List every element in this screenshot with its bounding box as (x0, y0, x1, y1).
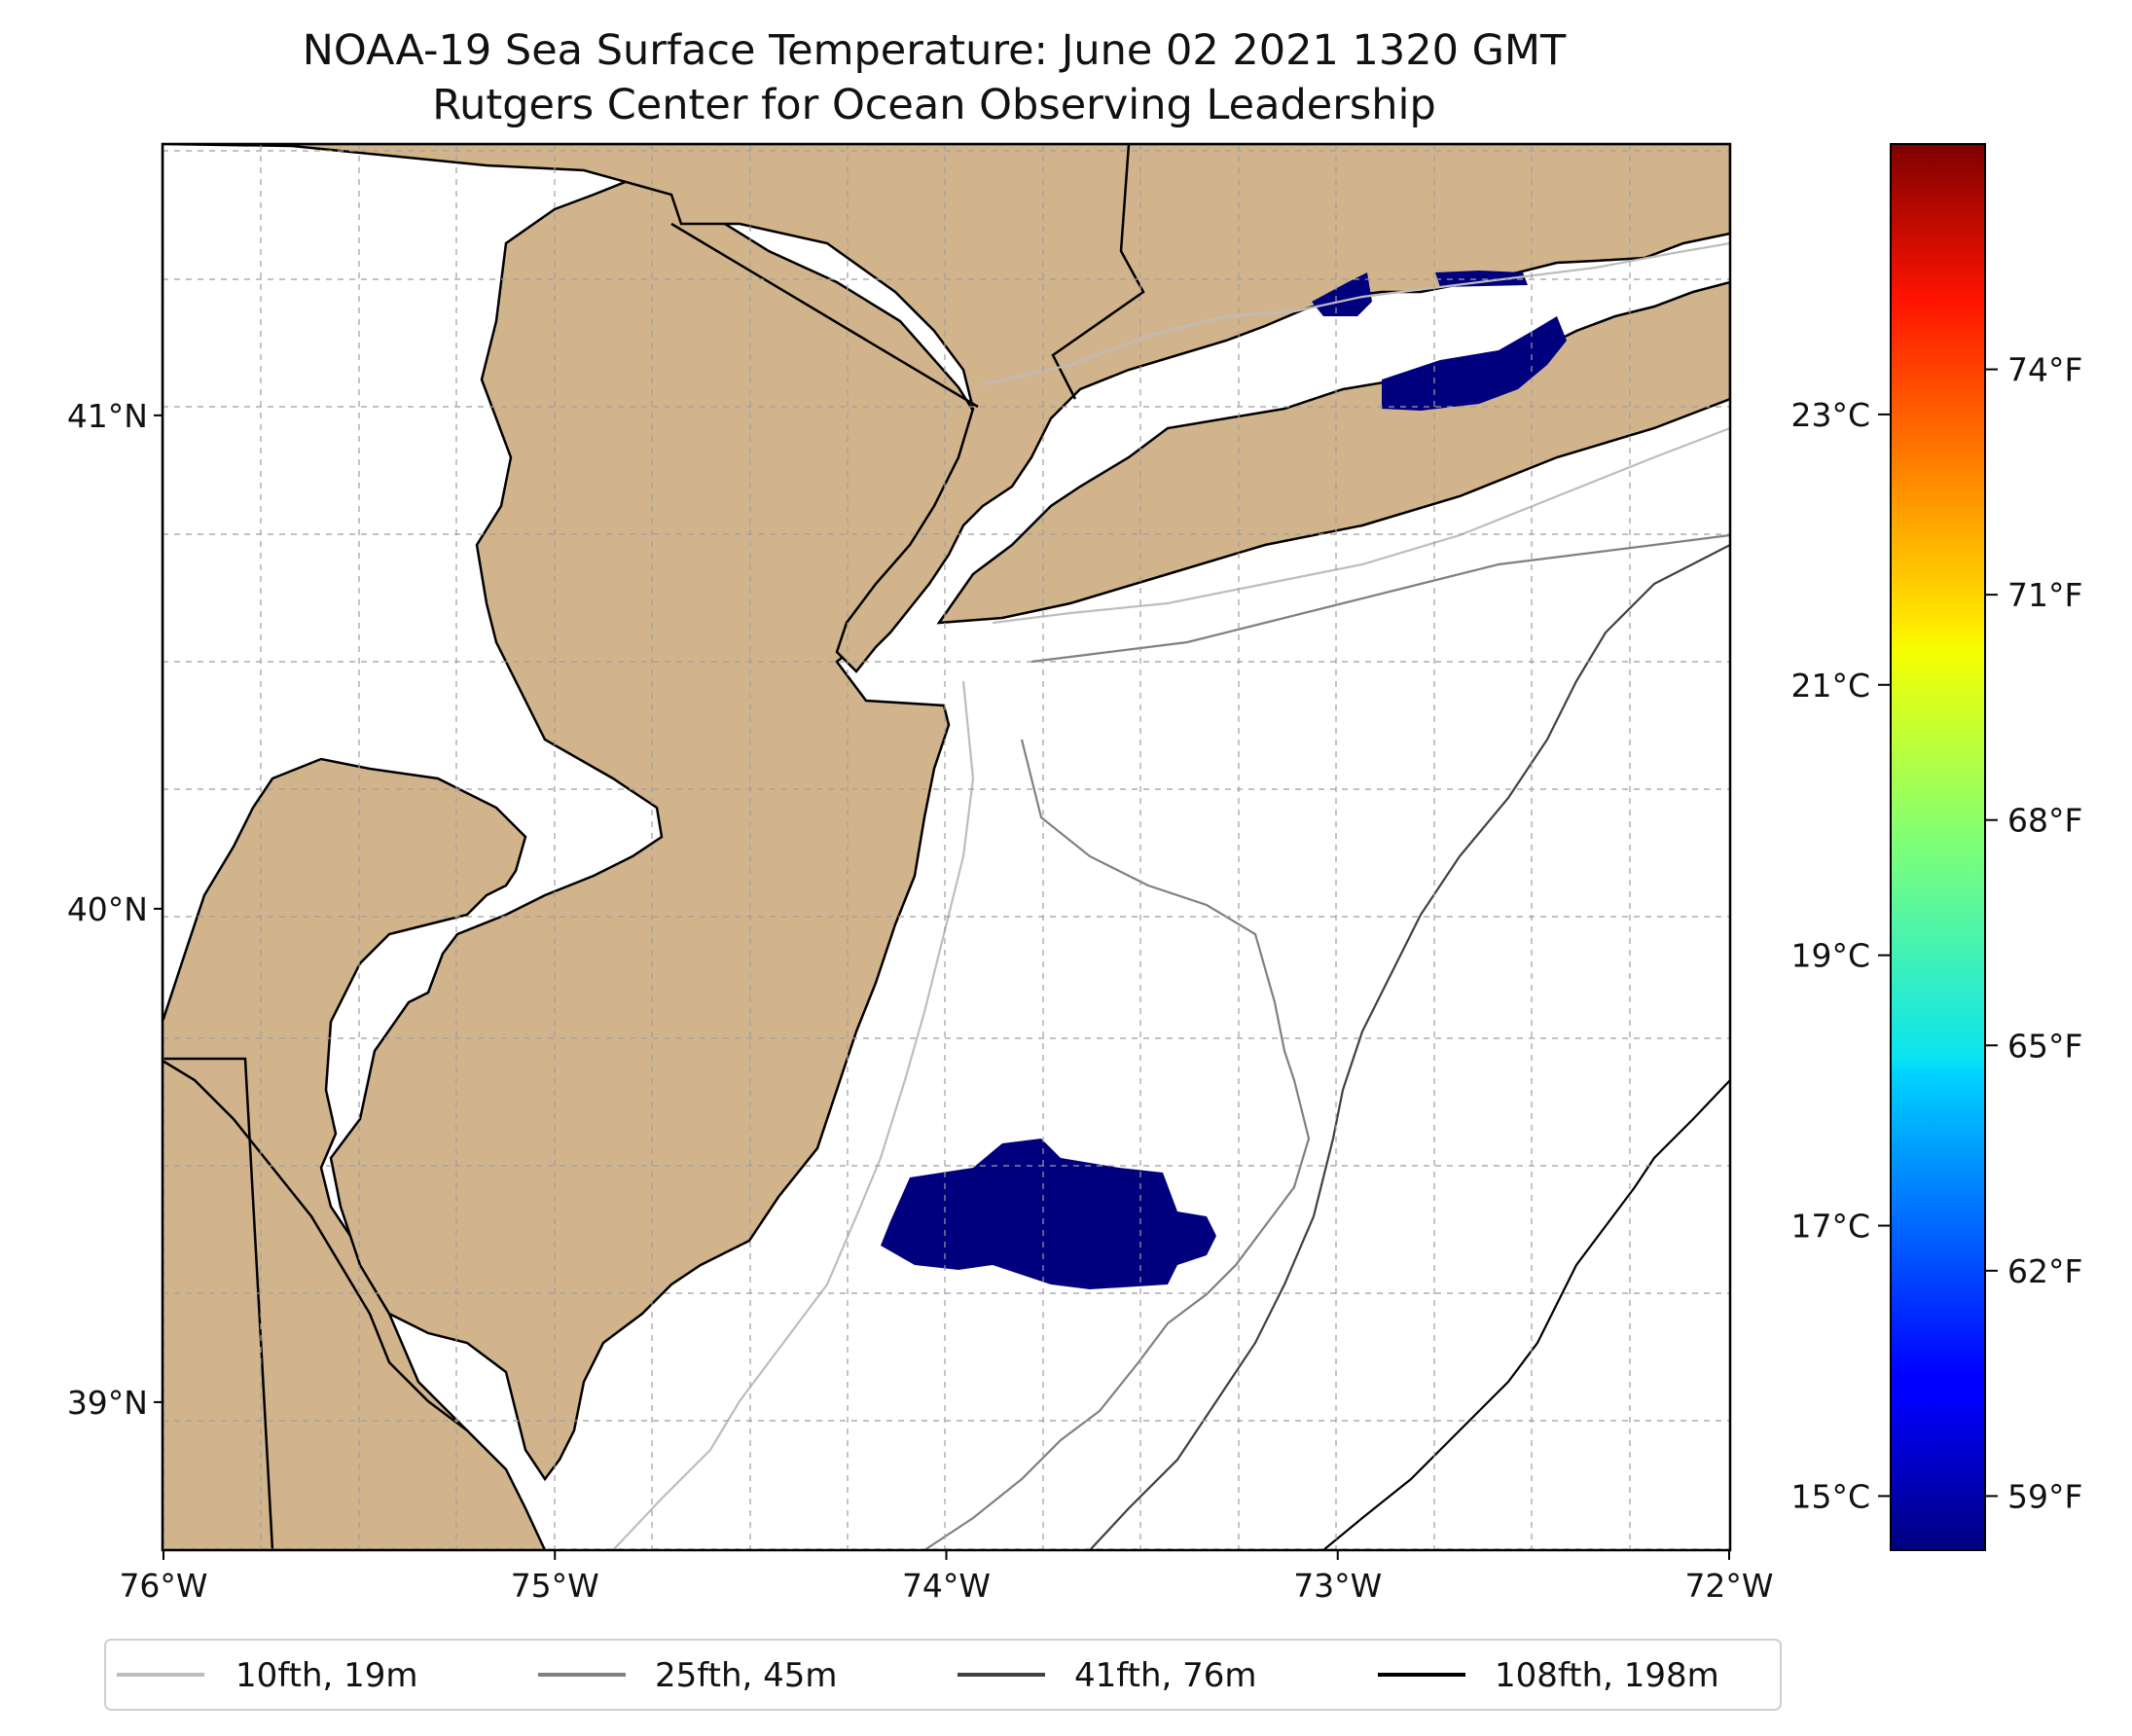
isobath-25fth (923, 533, 1730, 1550)
celsius-tick-label: 23°C (1790, 396, 1870, 434)
lat-tick-label: 41°N (67, 397, 148, 435)
colorbar-celsius-axis: 15°C 17°C 19°C 21°C 23°C (1790, 396, 1891, 1515)
legend-label-108fth: 108fth, 198m (1495, 1656, 1719, 1695)
land-delmarva (163, 1059, 547, 1550)
sst-patches (881, 271, 1567, 1289)
map-panel (163, 144, 1730, 1550)
celsius-tick-label: 15°C (1790, 1477, 1870, 1515)
fahrenheit-tick-label: 65°F (2007, 1027, 2082, 1065)
latitude-axis: 41°N 40°N 39°N (67, 397, 163, 1422)
fahrenheit-tick-label: 74°F (2007, 351, 2082, 389)
state-boundaries (163, 144, 1145, 1550)
legend-label-10fth: 10fth, 19m (235, 1656, 418, 1695)
pa-de-border (163, 1057, 274, 1550)
isobath-108fth (1322, 1079, 1730, 1550)
lon-tick-label: 75°W (511, 1567, 599, 1605)
lon-tick-label: 74°W (902, 1567, 991, 1605)
isobath-legend: 10fth, 19m 25fth, 45m 41fth, 76m 108fth,… (104, 1639, 1782, 1711)
lon-tick-label: 76°W (119, 1567, 207, 1605)
longitude-axis: 76°W 75°W 74°W 73°W 72°W (119, 1550, 1774, 1605)
fahrenheit-tick-label: 68°F (2007, 802, 2082, 840)
fahrenheit-tick-label: 71°F (2007, 576, 2082, 614)
fahrenheit-tick-label: 59°F (2007, 1477, 2082, 1515)
ny-ct-border (1051, 144, 1145, 400)
isobath-41fth (1089, 544, 1730, 1550)
celsius-tick-label: 19°C (1790, 937, 1870, 975)
legend-label-25fth: 25fth, 45m (655, 1656, 838, 1695)
lon-tick-label: 72°W (1684, 1567, 1773, 1605)
lon-tick-label: 73°W (1293, 1567, 1382, 1605)
colorbar-fahrenheit-axis: 59°F 62°F 65°F 68°F 71°F 74°F (1985, 351, 2082, 1515)
map-title-line1: NOAA-19 Sea Surface Temperature: June 02… (303, 26, 1567, 75)
lat-tick-label: 39°N (67, 1384, 148, 1422)
celsius-tick-label: 17°C (1790, 1208, 1870, 1246)
map-title-line2: Rutgers Center for Ocean Observing Leade… (432, 81, 1436, 129)
fahrenheit-tick-label: 62°F (2007, 1252, 2082, 1290)
colorbar-gradient (1890, 143, 1986, 1551)
legend-label-41fth: 41fth, 76m (1074, 1656, 1257, 1695)
lat-tick-label: 40°N (67, 890, 148, 928)
isobath-10fth (612, 241, 1730, 1550)
sst-patch-nj-shelf (881, 1139, 1216, 1289)
sst-patch-long-island-sound (1312, 271, 1567, 411)
legend-frame (104, 1639, 1782, 1711)
ny-nj-border (670, 222, 979, 409)
celsius-tick-label: 21°C (1790, 667, 1870, 705)
